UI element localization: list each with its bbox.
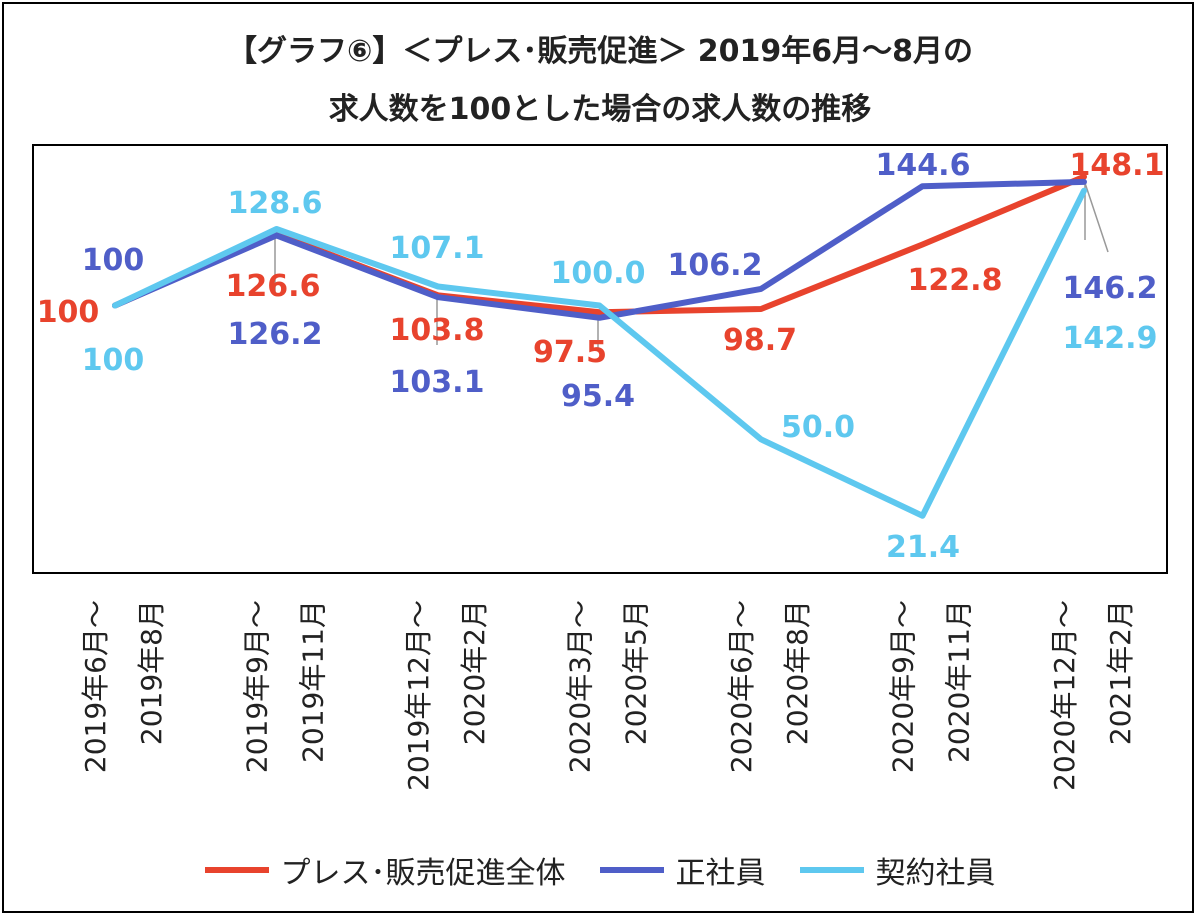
legend-swatch-overall [204,867,269,873]
data-label-1-5: 144.6 [876,148,971,183]
category-label-3-1: 2020年5月 [620,600,653,745]
legend-swatch-fulltime [599,867,664,873]
legend-item-fulltime: 正社員 [599,848,766,892]
category-label-3-0: 2020年3月～ [564,600,597,773]
legend-swatch-contract [799,867,864,873]
category-label-0-1: 2019年8月 [135,600,168,745]
data-label-1-3: 95.4 [561,379,635,414]
data-label-0-3: 97.5 [533,335,607,370]
category-label-4-0: 2020年6月～ [725,600,758,773]
data-label-0-4: 98.7 [723,323,797,358]
data-label-1-0: 100 [82,243,145,278]
chart-title-line2: 求人数を100とした場合の求人数の推移 [328,92,872,127]
category-label-1-1: 2019年11月 [297,600,330,763]
category-label-1-0: 2019年9月～ [241,600,274,773]
data-label-0-1: 126.6 [226,269,321,304]
data-label-2-1: 128.6 [228,186,323,221]
data-label-0-0: 100 [37,295,100,330]
category-label-2-1: 2020年2月 [458,600,491,745]
data-label-2-3: 100.0 [551,256,646,291]
category-label-5-0: 2020年9月～ [887,600,920,773]
category-label-0-0: 2019年6月～ [79,600,112,773]
category-label-6-1: 2021年2月 [1104,600,1137,745]
legend-item-overall: プレス･販売促進全体 [204,848,566,892]
data-label-0-2: 103.8 [390,313,485,348]
chart-title-line1: 【グラフ⑥】＜プレス･販売促進＞ 2019年6月～8月の [226,34,974,69]
data-label-0-5: 122.8 [908,263,1003,298]
data-label-1-4: 106.2 [668,248,763,283]
data-label-2-4: 50.0 [781,410,855,445]
legend-label-contract: 契約社員 [875,856,996,891]
data-label-1-2: 103.1 [390,365,485,400]
category-label-6-0: 2020年12月～ [1048,600,1081,791]
series-line-2 [112,187,1087,519]
data-label-2-5: 21.4 [886,530,960,565]
series-line-1 [112,178,1087,321]
category-label-4-1: 2020年8月 [781,600,814,745]
legend: プレス･販売促進全体 正社員 契約社員 [0,848,1200,892]
leader-line [1084,182,1109,253]
legend-label-overall: プレス･販売促進全体 [280,856,566,891]
legend-label-fulltime: 正社員 [675,856,766,891]
data-label-2-2: 107.1 [390,231,485,266]
legend-item-contract: 契約社員 [799,848,996,892]
data-label-0-6: 148.1 [1070,148,1165,183]
data-label-1-1: 126.2 [228,317,323,352]
data-label-2-0: 100 [82,343,145,378]
category-label-2-0: 2019年12月～ [402,600,435,791]
data-label-2-6: 142.9 [1063,321,1158,356]
data-label-1-6: 146.2 [1063,271,1158,306]
category-label-5-1: 2020年11月 [943,600,976,763]
plot-area [32,144,1168,574]
